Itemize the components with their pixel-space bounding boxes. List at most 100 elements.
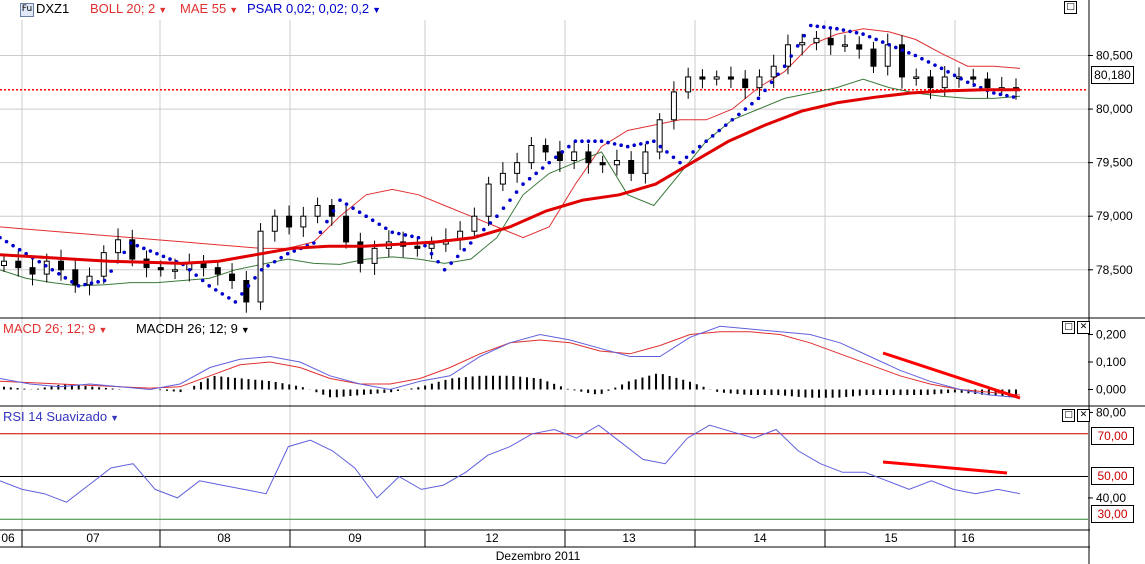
rsi-legend[interactable]: RSI 14 Suavizado ▼ [3, 409, 119, 424]
dropdown-arrow-icon[interactable]: ▼ [229, 5, 239, 15]
psar-dot [645, 140, 650, 145]
candle-body [371, 247, 378, 264]
psar-dot [442, 267, 447, 272]
psar-dot [285, 251, 290, 256]
maximize-icon[interactable]: □ [1062, 409, 1075, 422]
close-icon[interactable]: ✕ [1077, 409, 1090, 422]
mae-legend[interactable]: MAE 55 ▼ [180, 1, 239, 16]
candle-body [471, 215, 478, 232]
psar-dot [658, 144, 663, 149]
psar-dot [678, 160, 682, 165]
candle-body [514, 162, 521, 174]
macd-line [0, 325, 1021, 399]
psar-dot [253, 276, 257, 280]
candle-body [571, 151, 578, 162]
candle-body [742, 78, 749, 89]
futures-icon: Fu [20, 3, 34, 17]
psar-dot [861, 32, 865, 36]
psar-dot [534, 171, 538, 176]
maximize-icon[interactable]: □ [1064, 1, 1077, 14]
candle-body [799, 42, 806, 46]
psar-dot [135, 243, 140, 248]
candle-body [913, 76, 920, 79]
psar-dot [665, 150, 669, 154]
psar-dot [697, 144, 702, 149]
candle-body [613, 160, 620, 166]
candle-body [86, 275, 93, 286]
psar-dot [625, 144, 630, 149]
psar-dot [547, 160, 552, 165]
psar-dot [671, 155, 676, 160]
psar-dot [331, 209, 336, 213]
candle-body [100, 252, 107, 277]
candle-body [286, 215, 293, 228]
psar-dot [750, 101, 754, 106]
psar-legend[interactable]: PSAR 0,02; 0,02; 0,2 ▼ [247, 1, 382, 16]
psar-dot [874, 37, 878, 42]
psar-dot [344, 202, 349, 206]
x-tick-label: 12 [485, 531, 499, 545]
psar-dot [952, 73, 957, 78]
psar-dot [57, 272, 61, 276]
psar-dot [553, 155, 558, 160]
macd-trendline [882, 351, 1021, 400]
rsi-tick-label: 80,00 [1096, 405, 1126, 419]
psar-dot [279, 255, 283, 260]
candle-body [300, 215, 307, 228]
candle-body [43, 260, 50, 275]
candle-body [314, 205, 321, 217]
psar-dot [893, 45, 898, 50]
psar-dot [959, 77, 963, 81]
psar-dot [815, 24, 820, 29]
boll-legend[interactable]: BOLL 20; 2 ▼ [90, 1, 168, 16]
psar-dot [965, 80, 970, 85]
psar-dot [808, 23, 813, 28]
psar-dot [410, 234, 414, 239]
candle-body [257, 230, 264, 303]
x-tick-label: 15 [884, 531, 898, 545]
maximize-icon[interactable]: □ [1062, 321, 1075, 334]
macdh-legend[interactable]: MACDH 26; 12; 9 ▼ [136, 321, 250, 336]
macd-tick-label: 0,200 [1096, 328, 1126, 342]
psar-dot [390, 230, 395, 235]
rsi-line [0, 424, 1021, 503]
dropdown-arrow-icon[interactable]: ▼ [98, 325, 108, 335]
psar-dot [76, 284, 81, 288]
psar-dot [17, 247, 22, 252]
psar-dot [24, 251, 28, 256]
dropdown-arrow-icon[interactable]: ▼ [158, 5, 168, 15]
psar-dot [383, 226, 388, 231]
psar-dot [168, 257, 172, 261]
candle-body [485, 183, 492, 217]
candle-body [115, 239, 122, 254]
psar-dot [586, 139, 591, 144]
psar-dot [220, 292, 225, 296]
dropdown-arrow-icon[interactable]: ▼ [240, 325, 250, 335]
psar-dot [161, 254, 166, 259]
macd-panel [0, 325, 1021, 400]
psar-dot [972, 83, 977, 87]
psar-dot [789, 54, 793, 58]
x-tick-label: 13 [622, 531, 636, 545]
psar-dot [357, 210, 362, 214]
psar-dot [933, 63, 937, 67]
rsi-hline-tag: 50,00 [1091, 467, 1134, 485]
psar-dot [148, 249, 153, 253]
psar-dot [521, 182, 525, 186]
symbol-label[interactable]: DXZ1 [36, 1, 70, 16]
last-price-tag: 80,180 [1091, 66, 1134, 84]
macd-tick-label: 0,100 [1096, 355, 1126, 369]
macd-legend[interactable]: MACD 26; 12; 9 ▼ [3, 321, 108, 336]
dropdown-arrow-icon[interactable]: ▼ [110, 413, 119, 423]
candle-body [172, 269, 179, 272]
rsi-trendline [882, 460, 1008, 475]
close-icon[interactable]: ✕ [1077, 321, 1090, 334]
dropdown-arrow-icon[interactable]: ▼ [372, 5, 382, 15]
x-tick-label: 07 [86, 531, 100, 545]
psar-dot [560, 150, 565, 154]
psar-dot [155, 251, 159, 256]
psar-dot [109, 269, 113, 273]
psar-dot [567, 144, 571, 149]
